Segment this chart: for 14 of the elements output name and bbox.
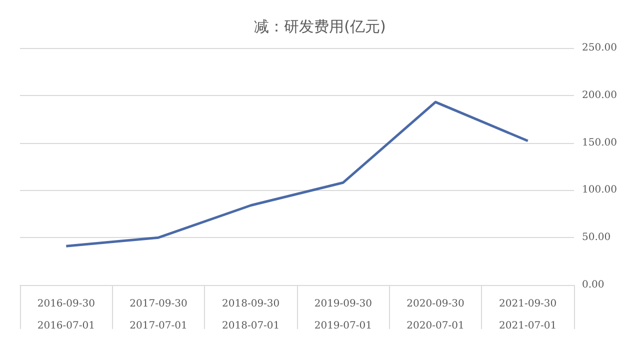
y-tick-label: 100.00 bbox=[582, 184, 617, 196]
y-tick-label: 200.00 bbox=[582, 90, 617, 101]
x-tick-label: 2019-09-30 2019-07-01 bbox=[314, 298, 372, 332]
x-tick-label: 2017-09-30 2017-07-01 bbox=[130, 298, 188, 332]
y-tick-label: 150.00 bbox=[582, 137, 617, 148]
x-tick-label: 2020-09-30 2020-07-01 bbox=[406, 298, 464, 332]
line-series bbox=[64, 100, 530, 248]
x-tick-label: 2018-09-30 2018-07-01 bbox=[222, 298, 280, 332]
x-tick-label: 2021-09-30 2021-07-01 bbox=[499, 298, 557, 332]
chart-title: 减：研发费用(亿元) bbox=[254, 18, 386, 36]
y-tick-label: 50.00 bbox=[582, 232, 611, 244]
y-tick-label: 0.00 bbox=[582, 280, 604, 290]
y-tick-label: 250.00 bbox=[582, 42, 617, 54]
x-tick-label: 2016-09-30 2016-07-01 bbox=[37, 298, 95, 332]
